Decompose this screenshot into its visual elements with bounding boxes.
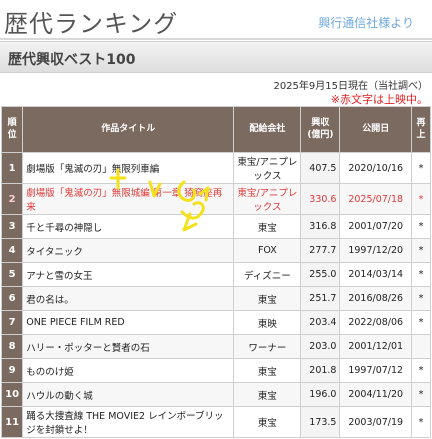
h-rank-text: 順位 bbox=[7, 118, 17, 140]
release-date-cell: 2001/07/20 bbox=[339, 214, 412, 239]
h-star-text: 再上 bbox=[416, 118, 426, 140]
page-header: 歴代ランキング 興行通信社様より bbox=[0, 0, 432, 40]
table-row: 8 ハリー・ポッターと賢者の石 ワーナー 203.0 2001/12/01 bbox=[0, 334, 432, 359]
rank-cell: 4 bbox=[0, 238, 24, 263]
table-row: 4 タイタニック FOX 277.7 1997/12/20 * bbox=[0, 238, 432, 263]
release-date-cell: 1997/07/12 bbox=[339, 358, 412, 383]
table-row: 1 劇場版「鬼滅の刃」無限列車編 東宝/アニプレックス 407.5 2020/10/16… bbox=[0, 152, 432, 184]
table-row: 9 もののけ姫 東宝 201.8 1997/07/12 * bbox=[0, 358, 432, 383]
gross-cell: 407.5 bbox=[300, 152, 341, 184]
table-row: 3 千と千尋の神隠し 東宝 316.8 2001/07/20 * bbox=[0, 214, 432, 239]
title-cell: もののけ姫 bbox=[22, 358, 235, 383]
table-row: 5 アナと雪の女王 ディズニー 255.0 2014/03/14 * bbox=[0, 262, 432, 287]
release-date-cell: 2014/03/14 bbox=[339, 262, 412, 287]
title-cell: 君の名は。 bbox=[22, 286, 235, 311]
gross-cell: 316.8 bbox=[300, 214, 341, 239]
rank-cell: 3 bbox=[0, 214, 24, 239]
rank-cell: 10 bbox=[0, 382, 24, 407]
rerelease-cell: * bbox=[410, 238, 432, 263]
gross-cell: 201.8 bbox=[300, 358, 341, 383]
distributor-cell: 東宝 bbox=[233, 406, 302, 438]
release-date-cell: 2001/12/01 bbox=[339, 334, 412, 359]
release-date-cell: 2004/11/20 bbox=[339, 382, 412, 407]
release-date-cell: 2025/07/18 bbox=[339, 183, 412, 215]
distributor-cell: 東宝 bbox=[233, 382, 302, 407]
title-cell: 劇場版「鬼滅の刃」無限列車編 bbox=[22, 152, 235, 184]
distributor-cell: 東宝/アニプレックス bbox=[233, 183, 302, 215]
title-cell: 踊る大捜査線 THE MOVIE2 レインボーブリッジを封鎖せよ！ bbox=[22, 406, 235, 438]
title-cell: タイタニック bbox=[22, 238, 235, 263]
column-header-release-date: 公開日 bbox=[339, 106, 412, 153]
showing-note: ※赤文字は上映中。 bbox=[330, 93, 428, 106]
table-header-row: 順位 作品タイトル 配給会社 興収 (億円) 公開日 再上 bbox=[0, 106, 432, 153]
rerelease-cell: * bbox=[410, 214, 432, 239]
rerelease-cell: * bbox=[410, 183, 432, 215]
table-row: 2 劇場版「鬼滅の刃」無限城編 第一章 猗窩座再来 東宝/アニプレックス 330.6 2… bbox=[0, 183, 432, 215]
distributor-cell: ワーナー bbox=[233, 334, 302, 359]
rank-cell: 6 bbox=[0, 286, 24, 311]
release-date-cell: 2016/08/26 bbox=[339, 286, 412, 311]
rank-cell: 2 bbox=[0, 183, 24, 215]
rerelease-cell: * bbox=[410, 406, 432, 438]
source-credit: 興行通信社様より bbox=[318, 16, 414, 30]
gross-cell: 196.0 bbox=[300, 382, 341, 407]
title-cell: アナと雪の女王 bbox=[22, 262, 235, 287]
column-header-distributor: 配給会社 bbox=[233, 106, 302, 153]
rerelease-cell: * bbox=[410, 358, 432, 383]
rerelease-cell bbox=[410, 334, 432, 359]
gross-cell: 277.7 bbox=[300, 238, 341, 263]
rank-cell: 8 bbox=[0, 334, 24, 359]
release-date-cell: 2020/10/16 bbox=[339, 152, 412, 184]
section-title: 歴代興収ベスト100 bbox=[8, 52, 136, 68]
distributor-cell: FOX bbox=[233, 238, 302, 263]
title-cell: ハウルの動く城 bbox=[22, 382, 235, 407]
page-title: 歴代ランキング bbox=[4, 10, 179, 38]
rank-cell: 5 bbox=[0, 262, 24, 287]
distributor-cell: 東宝 bbox=[233, 214, 302, 239]
rerelease-cell: * bbox=[410, 152, 432, 184]
title-cell: ハリー・ポッターと賢者の石 bbox=[22, 334, 235, 359]
table-row: 10 ハウルの動く城 東宝 196.0 2004/11/20 * bbox=[0, 382, 432, 407]
rank-cell: 9 bbox=[0, 358, 24, 383]
gross-cell: 255.0 bbox=[300, 262, 341, 287]
title-cell: ONE PIECE FILM RED bbox=[22, 310, 235, 335]
table-row: 7 ONE PIECE FILM RED 東映 203.4 2022/08/06 * bbox=[0, 310, 432, 335]
as-of-date: 2025年9月15日現在（当社調べ） bbox=[273, 81, 428, 92]
title-cell: 劇場版「鬼滅の刃」無限城編 第一章 猗窩座再来 bbox=[22, 183, 235, 215]
distributor-cell: 東宝 bbox=[233, 286, 302, 311]
release-date-cell: 2003/07/19 bbox=[339, 406, 412, 438]
column-header-rank: 順位 bbox=[0, 106, 24, 153]
rank-cell: 1 bbox=[0, 152, 24, 184]
header-divider bbox=[0, 38, 432, 40]
release-date-cell: 2022/08/06 bbox=[339, 310, 412, 335]
distributor-cell: 東宝 bbox=[233, 358, 302, 383]
distributor-cell: ディズニー bbox=[233, 262, 302, 287]
distributor-cell: 東宝/アニプレックス bbox=[233, 152, 302, 184]
table-row: 11 踊る大捜査線 THE MOVIE2 レインボーブリッジを封鎖せよ！ 東宝 173… bbox=[0, 406, 432, 438]
gross-cell: 330.6 bbox=[300, 183, 341, 215]
release-date-cell: 1997/12/20 bbox=[339, 238, 412, 263]
column-header-title: 作品タイトル bbox=[22, 106, 235, 153]
h-gross-text: 興収 (億円) bbox=[307, 118, 334, 140]
gross-cell: 251.7 bbox=[300, 286, 341, 311]
rank-cell: 11 bbox=[0, 406, 24, 438]
gross-cell: 173.5 bbox=[300, 406, 341, 438]
distributor-cell: 東映 bbox=[233, 310, 302, 335]
table-row: 6 君の名は。 東宝 251.7 2016/08/26 * bbox=[0, 286, 432, 311]
rerelease-cell: * bbox=[410, 310, 432, 335]
column-header-rerelease: 再上 bbox=[410, 106, 432, 153]
rerelease-cell: * bbox=[410, 286, 432, 311]
gross-cell: 203.4 bbox=[300, 310, 341, 335]
rerelease-cell: * bbox=[410, 382, 432, 407]
section-bar: 歴代興収ベスト100 bbox=[0, 41, 432, 73]
column-header-gross: 興収 (億円) bbox=[300, 106, 341, 153]
gross-cell: 203.0 bbox=[300, 334, 341, 359]
title-cell: 千と千尋の神隠し bbox=[22, 214, 235, 239]
rerelease-cell: * bbox=[410, 262, 432, 287]
rank-cell: 7 bbox=[0, 310, 24, 335]
ranking-table: 順位 作品タイトル 配給会社 興収 (億円) 公開日 再上 1 劇場版「鬼滅の刃」無… bbox=[0, 106, 432, 438]
